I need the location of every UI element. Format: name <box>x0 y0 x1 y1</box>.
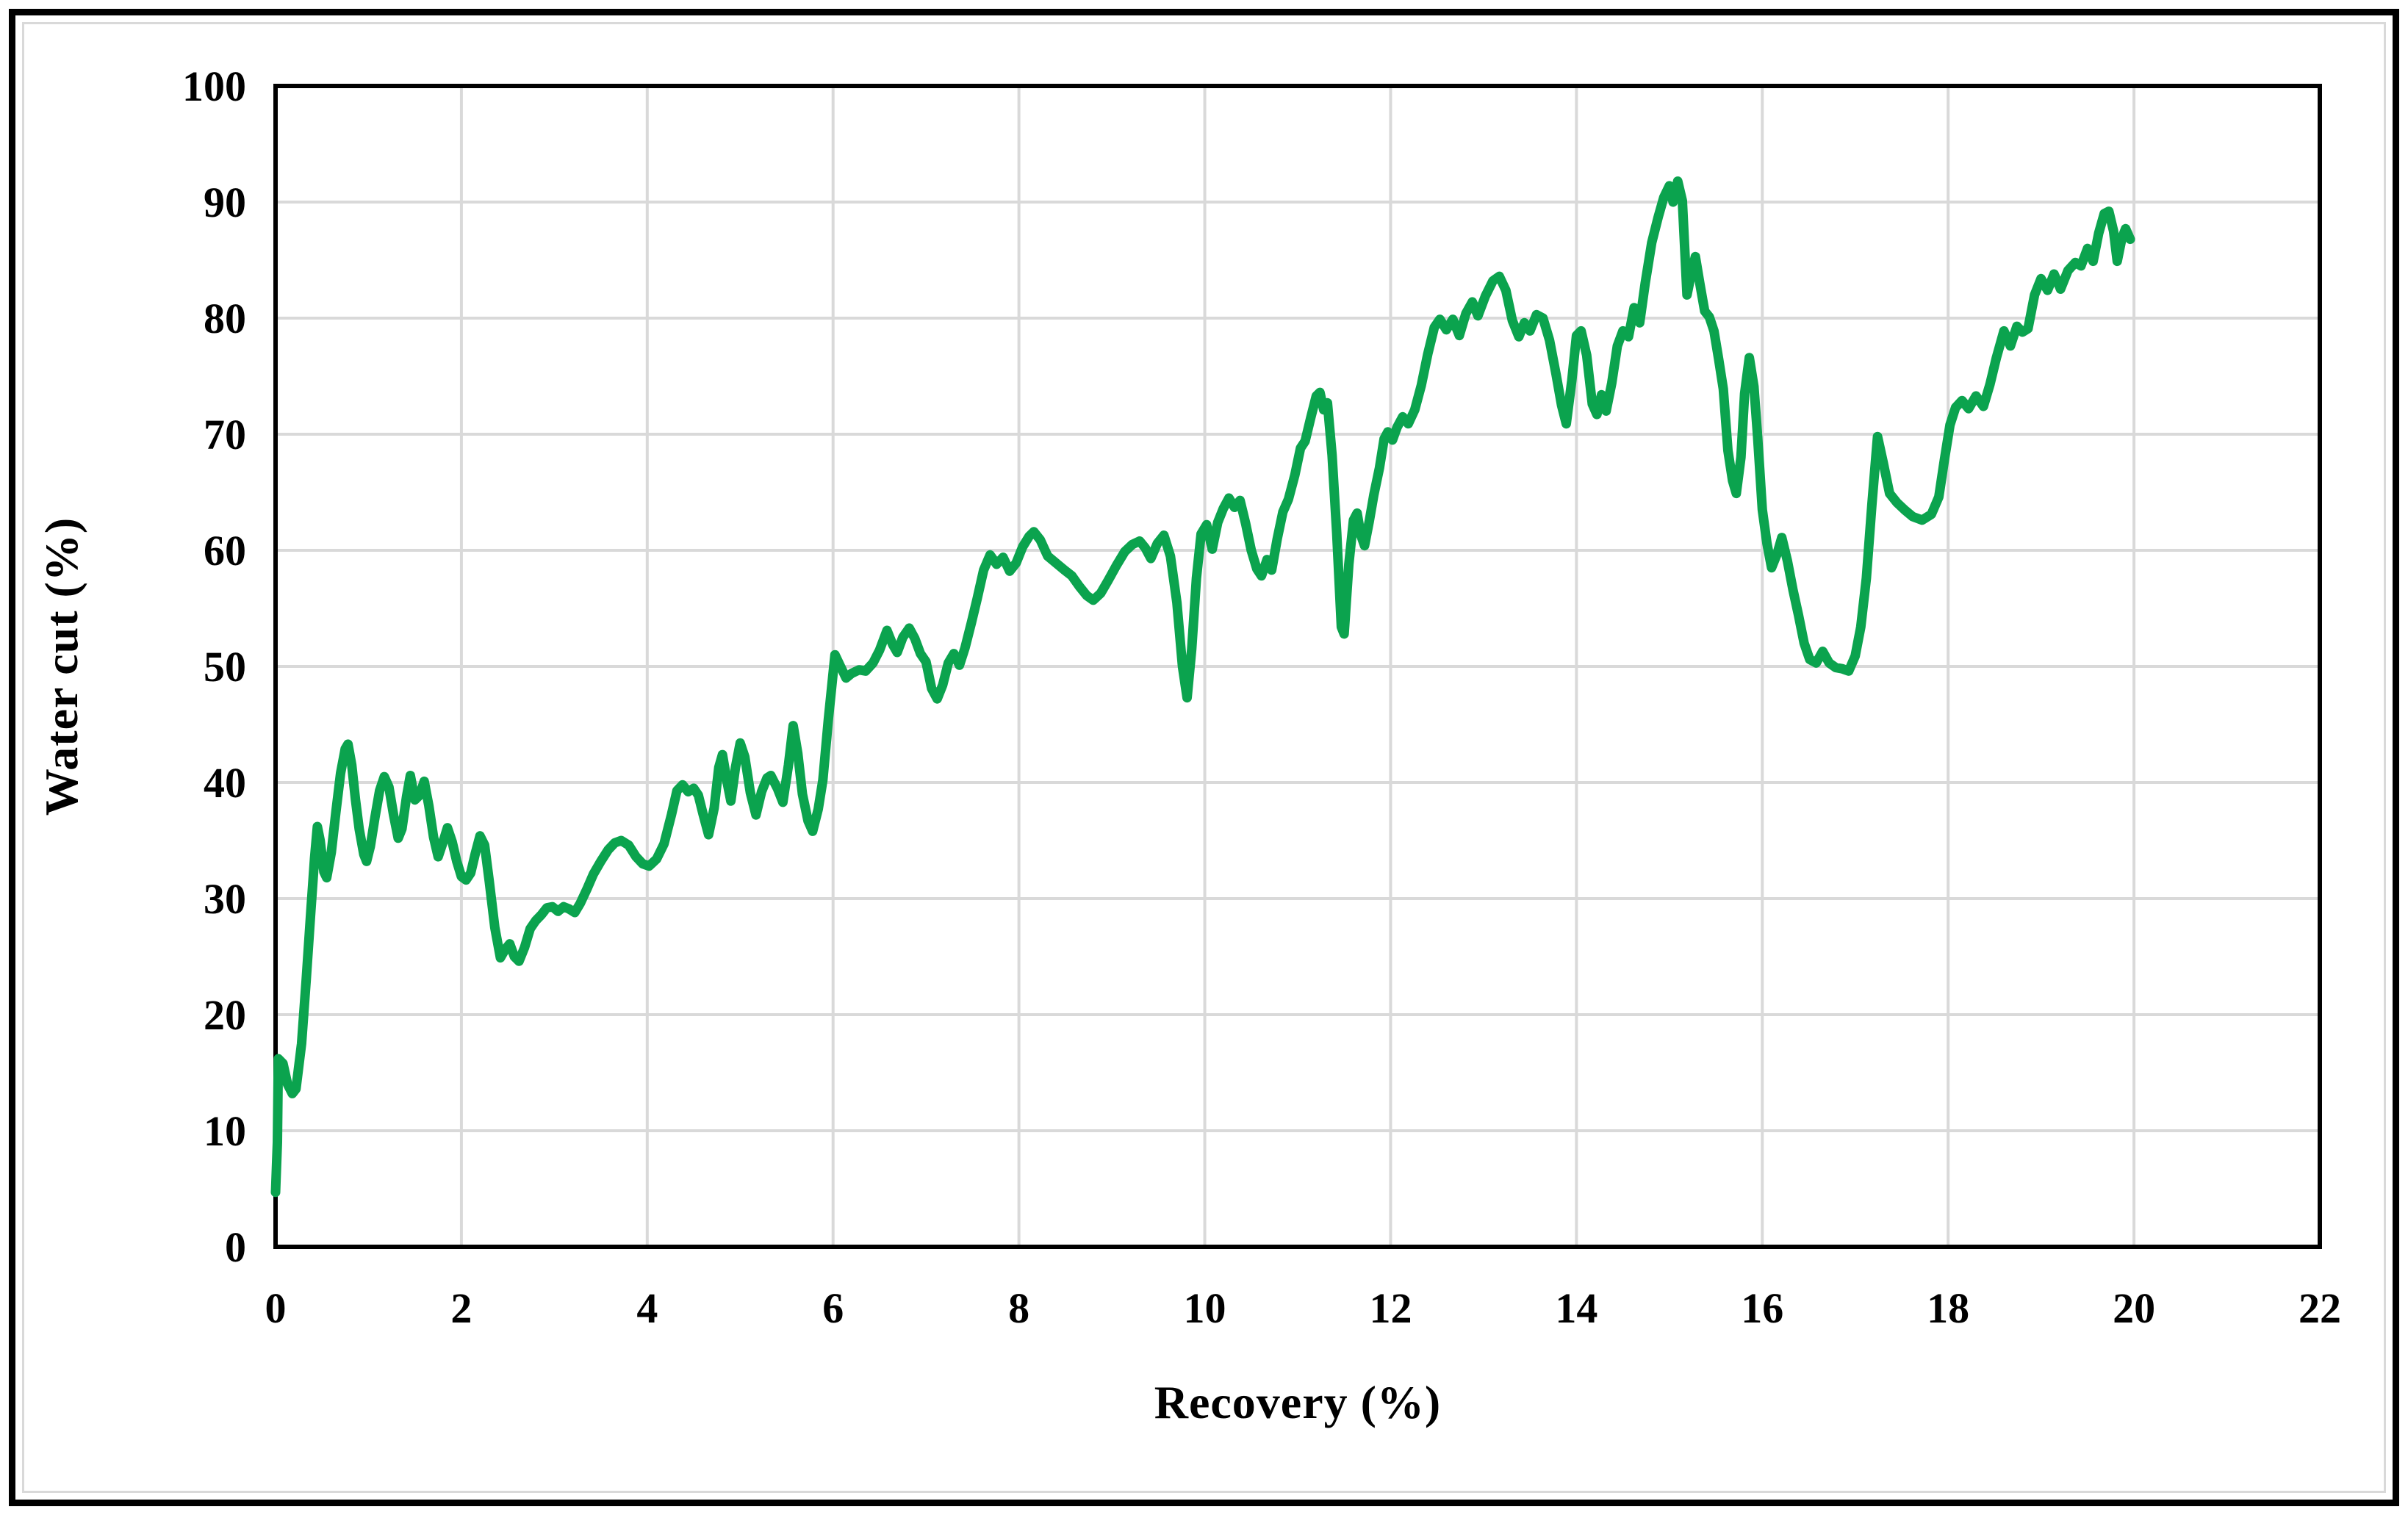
x-tick-label: 16 <box>1741 1284 1783 1332</box>
x-axis-tick-labels: 0 2 4 6 8 10 12 14 16 18 20 22 <box>265 1284 2342 1332</box>
figure-border <box>9 9 2399 1506</box>
y-tick-label: 30 <box>204 875 246 923</box>
x-tick-label: 0 <box>265 1284 287 1332</box>
y-tick-label: 20 <box>204 991 246 1039</box>
y-tick-label: 40 <box>204 759 246 807</box>
y-tick-label: 70 <box>204 411 246 458</box>
x-tick-label: 4 <box>636 1284 658 1332</box>
x-tick-label: 6 <box>822 1284 844 1332</box>
x-tick-label: 2 <box>450 1284 472 1332</box>
x-tick-label: 22 <box>2299 1284 2341 1332</box>
y-axis-tick-labels: 0 10 20 30 40 50 60 70 80 90 100 <box>182 62 246 1271</box>
x-tick-label: 10 <box>1184 1284 1226 1332</box>
y-tick-label: 60 <box>204 527 246 575</box>
y-tick-label: 90 <box>204 179 246 226</box>
x-tick-label: 8 <box>1008 1284 1029 1332</box>
x-tick-label: 18 <box>1927 1284 1969 1332</box>
y-tick-label: 50 <box>204 643 246 691</box>
y-tick-label: 10 <box>204 1107 246 1155</box>
y-axis-title: Water cut (%) <box>35 517 87 816</box>
x-tick-label: 12 <box>1369 1284 1412 1332</box>
gridlines <box>276 86 2320 1247</box>
y-tick-label: 100 <box>182 62 246 110</box>
x-tick-label: 14 <box>1555 1284 1597 1332</box>
y-tick-label: 80 <box>204 295 246 342</box>
water-cut-line <box>270 176 2135 1198</box>
chart-area-outline <box>22 22 2386 1493</box>
x-tick-label: 20 <box>2113 1284 2155 1332</box>
y-tick-label: 0 <box>225 1223 246 1271</box>
plot-border <box>273 84 2322 1249</box>
x-axis-title: Recovery (%) <box>1154 1376 1441 1428</box>
